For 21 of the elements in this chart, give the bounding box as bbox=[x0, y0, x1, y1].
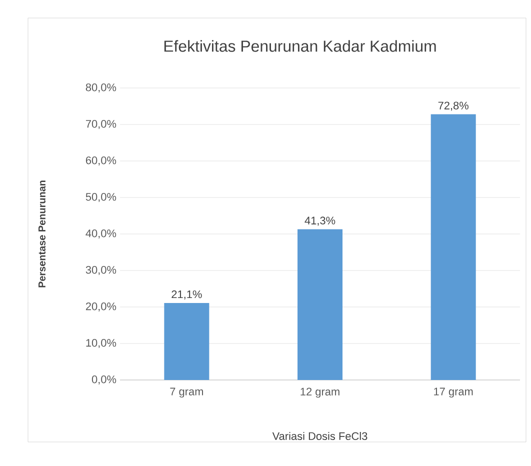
data-label: 21,1% bbox=[172, 290, 202, 300]
y-tick-label: 40,0% bbox=[86, 229, 116, 239]
data-label: 72,8% bbox=[438, 102, 468, 111]
y-tick-label: 80,0% bbox=[86, 83, 116, 93]
y-tick-label: 50,0% bbox=[86, 192, 116, 202]
bar bbox=[298, 229, 343, 380]
y-tick-label: 60,0% bbox=[86, 156, 116, 166]
y-tick-label: 10,0% bbox=[86, 338, 116, 348]
x-axis-title: Variasi Dosis FeCl3 bbox=[272, 432, 368, 440]
x-tick-label: 7 gram bbox=[170, 388, 203, 398]
y-axis-title: Persentase Penurunan bbox=[38, 180, 46, 288]
y-tick-label: 30,0% bbox=[86, 266, 116, 276]
y-tick-label: 0,0% bbox=[92, 375, 116, 385]
chart-title: Efektivitas Penurunan Kadar Kadmium bbox=[164, 40, 436, 52]
x-tick-label: 17 gram bbox=[434, 388, 473, 398]
y-tick-label: 20,0% bbox=[86, 302, 116, 312]
y-tick-label: 70,0% bbox=[86, 120, 116, 130]
bar bbox=[430, 114, 476, 380]
data-label: 41,3% bbox=[304, 216, 336, 226]
x-tick-label: 12 gram bbox=[300, 388, 340, 398]
bar bbox=[164, 302, 210, 380]
